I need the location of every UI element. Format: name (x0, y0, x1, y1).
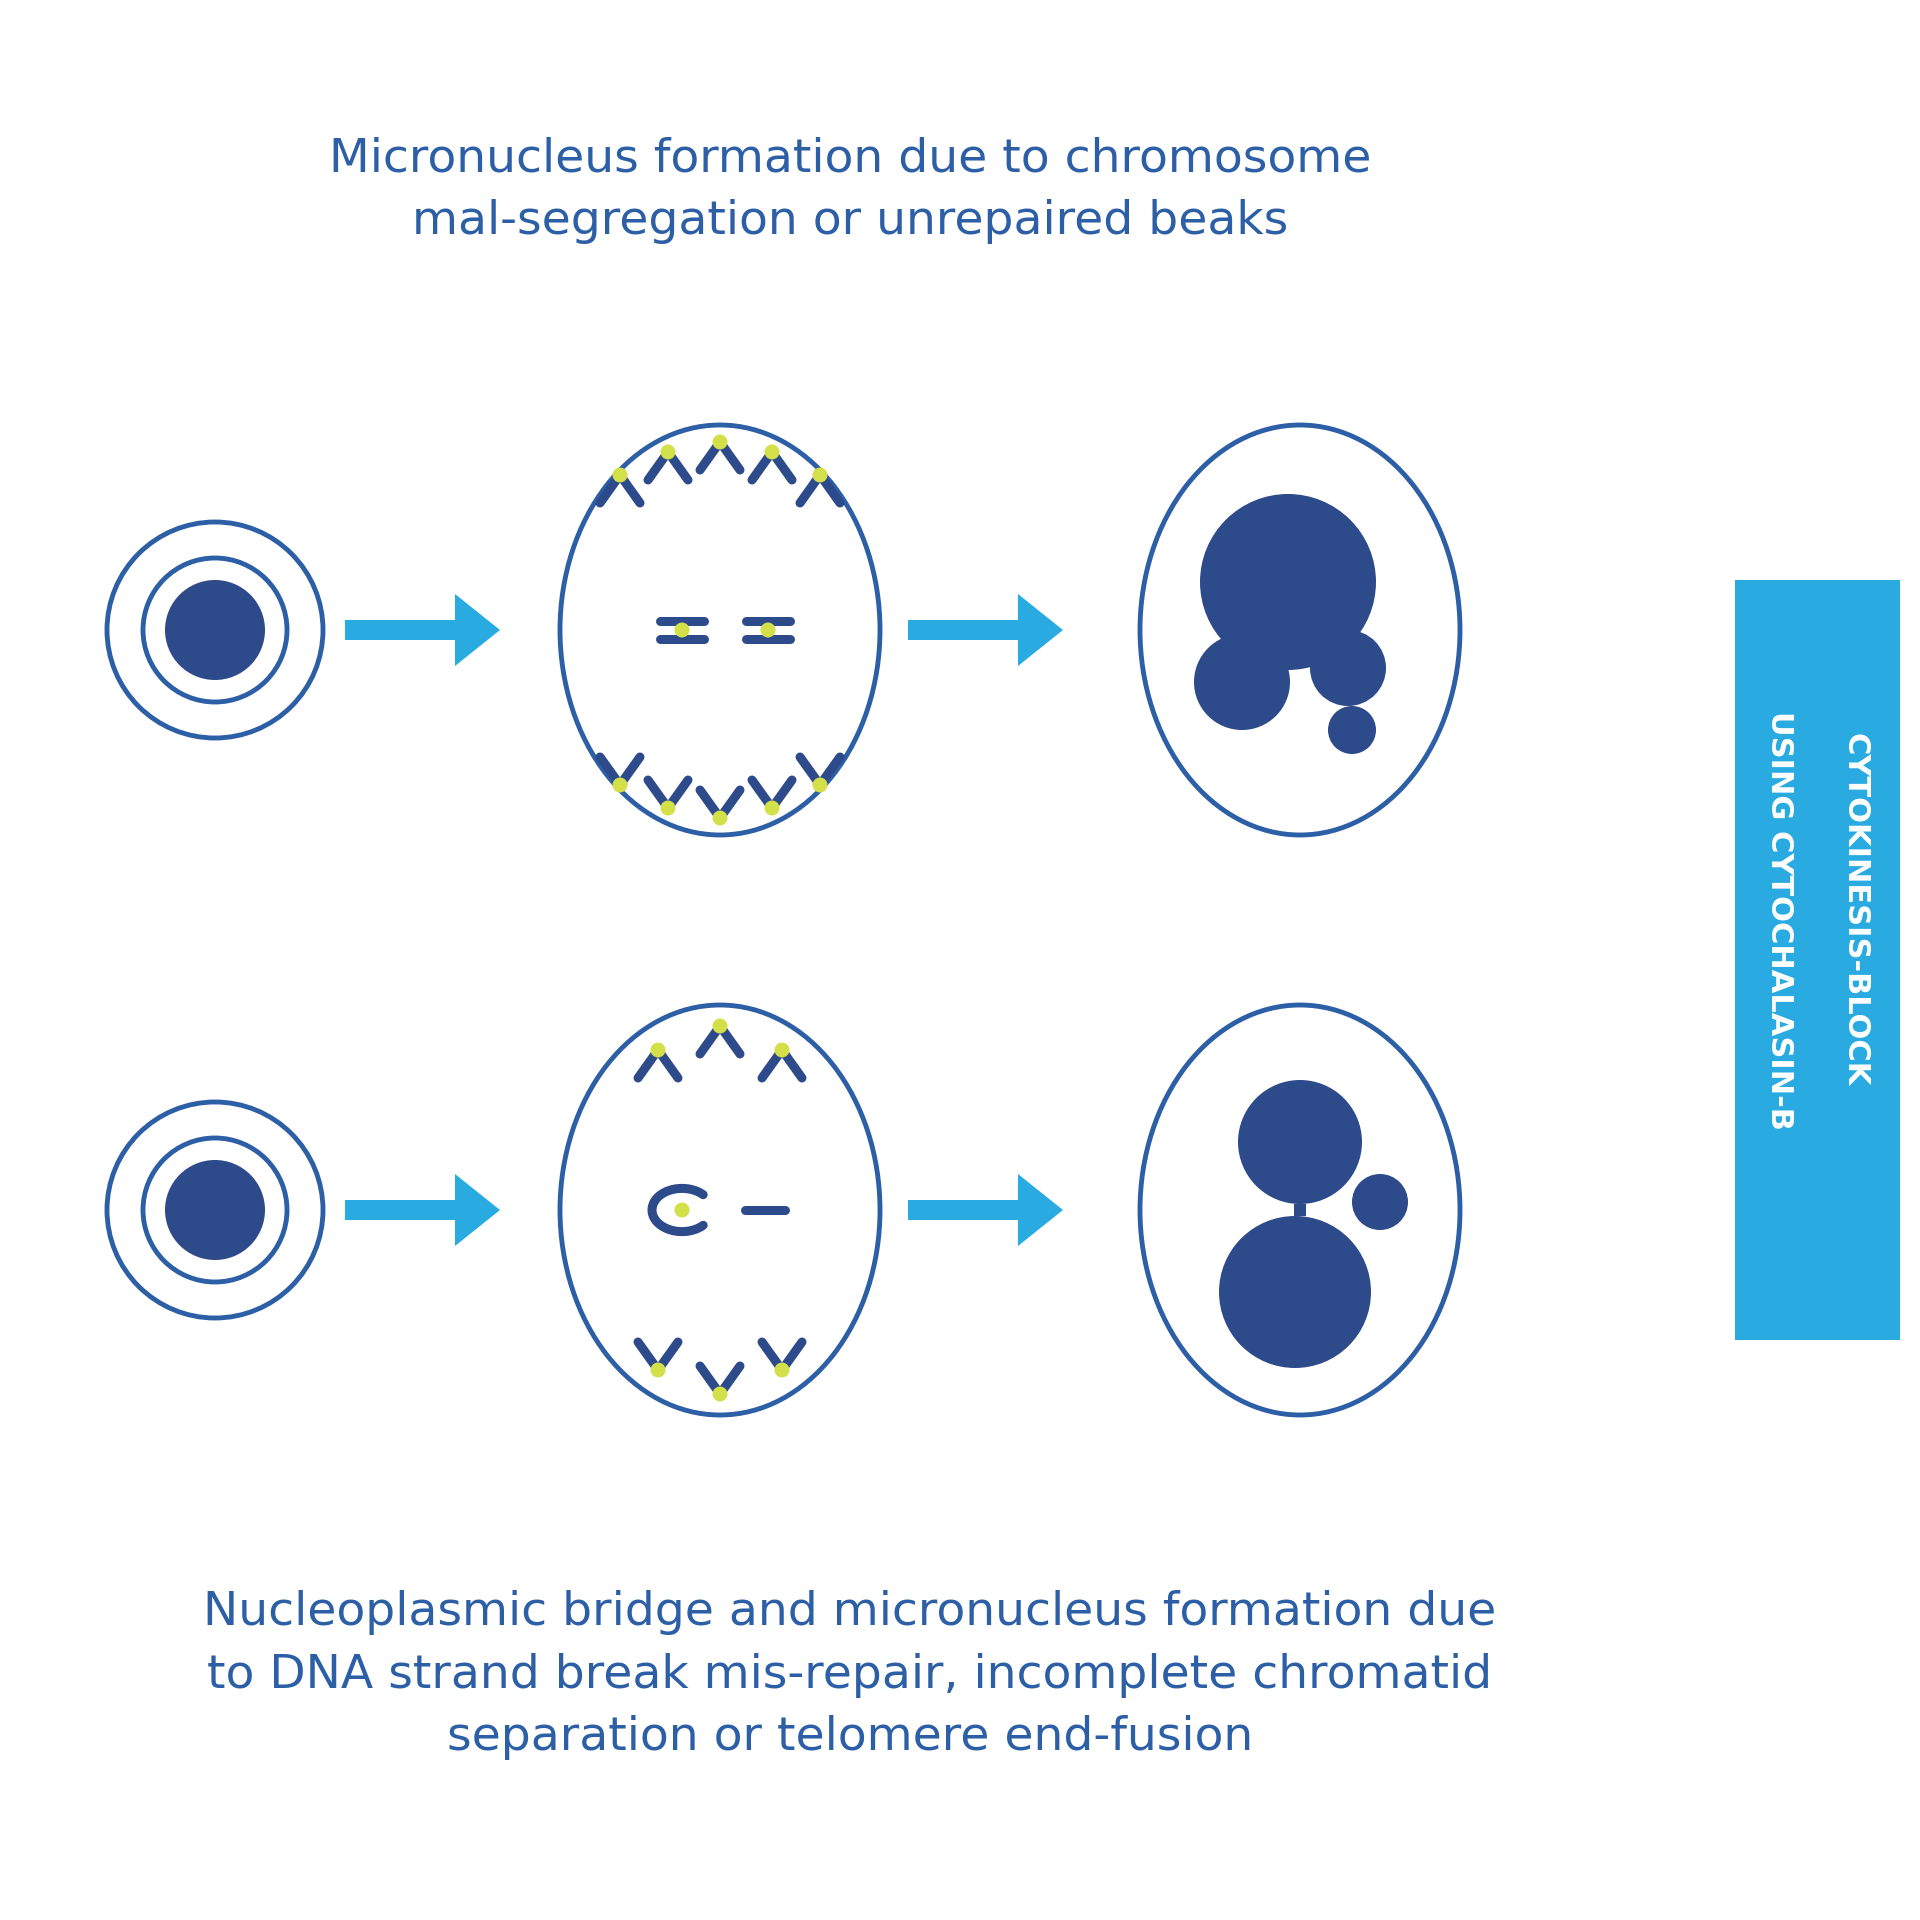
Circle shape (651, 1363, 666, 1377)
Circle shape (108, 1102, 323, 1317)
Circle shape (108, 522, 323, 737)
Circle shape (764, 801, 780, 816)
Polygon shape (1294, 1204, 1306, 1215)
Circle shape (651, 1043, 666, 1058)
Circle shape (142, 559, 286, 703)
Ellipse shape (561, 1004, 879, 1415)
Circle shape (712, 1386, 728, 1402)
Circle shape (165, 1160, 265, 1260)
Text: Nucleoplasmic bridge and micronucleus formation due
to DNA strand break mis-repa: Nucleoplasmic bridge and micronucleus fo… (204, 1590, 1496, 1761)
Circle shape (812, 778, 828, 793)
Circle shape (1194, 634, 1290, 730)
Circle shape (712, 810, 728, 826)
Circle shape (812, 467, 828, 482)
Circle shape (1219, 1215, 1371, 1369)
Circle shape (660, 801, 676, 816)
Text: CYTOKINESIS-BLOCK: CYTOKINESIS-BLOCK (1841, 733, 1870, 1087)
Circle shape (660, 445, 676, 459)
Circle shape (612, 467, 628, 482)
Circle shape (165, 580, 265, 680)
Circle shape (674, 622, 689, 637)
Circle shape (760, 622, 776, 637)
Text: Micronucleus formation due to chromosome
mal-segregation or unrepaired beaks: Micronucleus formation due to chromosome… (328, 136, 1371, 244)
Circle shape (1200, 493, 1377, 670)
Polygon shape (346, 1173, 499, 1246)
Ellipse shape (1140, 424, 1459, 835)
Ellipse shape (1140, 1004, 1459, 1415)
Circle shape (712, 434, 728, 449)
Circle shape (774, 1043, 789, 1058)
Circle shape (1238, 1079, 1361, 1204)
Text: USING CYTOCHALASIN-B: USING CYTOCHALASIN-B (1764, 710, 1793, 1129)
Circle shape (712, 1018, 728, 1033)
Circle shape (1309, 630, 1386, 707)
Circle shape (1352, 1173, 1407, 1231)
Circle shape (774, 1363, 789, 1377)
Circle shape (612, 778, 628, 793)
Circle shape (764, 445, 780, 459)
FancyBboxPatch shape (1736, 580, 1901, 1340)
Polygon shape (346, 593, 499, 666)
Circle shape (1329, 707, 1377, 755)
Circle shape (674, 1202, 689, 1217)
Polygon shape (908, 1173, 1064, 1246)
Circle shape (142, 1139, 286, 1283)
Ellipse shape (561, 424, 879, 835)
Polygon shape (908, 593, 1064, 666)
